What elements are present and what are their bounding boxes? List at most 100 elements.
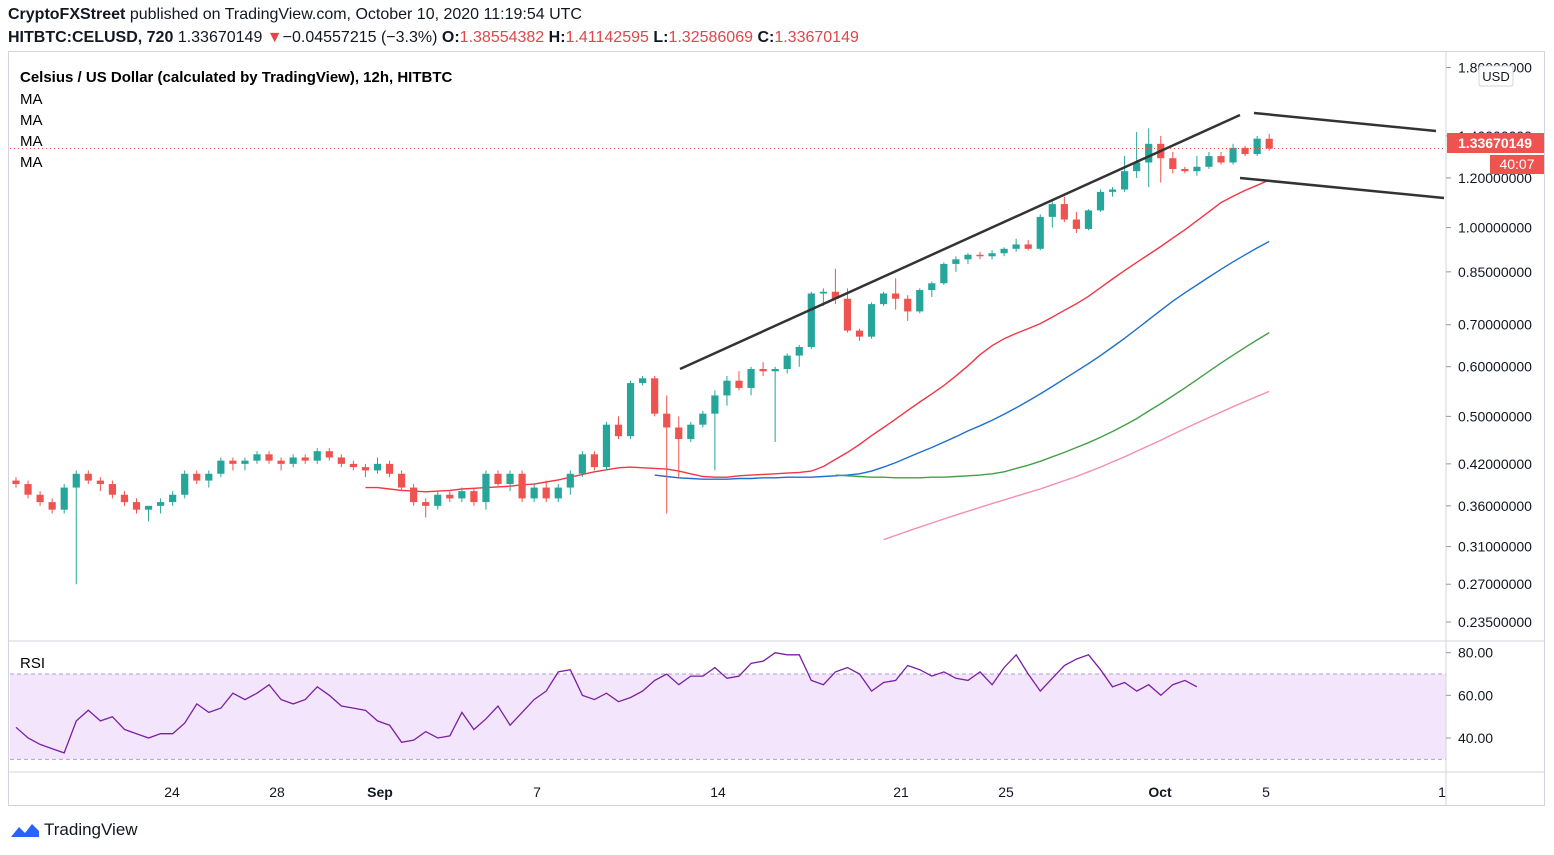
candle-body xyxy=(1096,191,1105,211)
candle-body xyxy=(819,291,827,294)
price-tick-label: 0.27000000 xyxy=(1458,576,1532,592)
candle-body xyxy=(880,293,888,305)
candle-body xyxy=(843,298,852,331)
candle-body xyxy=(904,298,912,312)
ma-line-4 xyxy=(883,390,1270,541)
candle-body xyxy=(1048,204,1056,217)
candle-body xyxy=(398,473,406,488)
candle-body xyxy=(241,460,249,464)
candle-body xyxy=(1072,219,1080,229)
candle-body xyxy=(1121,171,1129,190)
candle-body xyxy=(952,259,960,264)
candle-body xyxy=(590,454,598,468)
publisher-name[interactable]: CryptoFXStreet xyxy=(8,6,126,23)
open-value: 1.38554382 xyxy=(459,29,545,46)
flag-lower-trendline xyxy=(1239,176,1445,200)
candle-body xyxy=(253,454,261,461)
last-price-badge xyxy=(1447,133,1544,153)
candle-body xyxy=(651,378,659,414)
rsi-band xyxy=(10,674,1446,760)
tradingview-brand[interactable]: TradingView xyxy=(10,820,138,840)
candle-body xyxy=(554,487,562,499)
publish-info: CryptoFXStreet published on TradingView.… xyxy=(8,6,582,24)
candle-body xyxy=(217,460,225,474)
candle-body xyxy=(566,473,574,488)
countdown-badge xyxy=(1490,155,1544,174)
rsi-label: RSI xyxy=(20,655,45,672)
candle-body xyxy=(928,283,936,291)
last-price-badge-text: 1.33670149 xyxy=(1458,135,1532,151)
candle-body xyxy=(120,494,129,503)
candle-body xyxy=(699,413,707,425)
last-price: 1.33670149 xyxy=(177,29,263,46)
candle-body xyxy=(132,502,141,510)
candle-body xyxy=(626,383,635,437)
candle-body xyxy=(169,494,177,503)
price-tick-label: 0.31000000 xyxy=(1458,539,1532,555)
candle-body xyxy=(988,253,996,257)
candle-body xyxy=(1241,147,1249,155)
symbol-label: HITBTC:CELUSD, 720 xyxy=(8,29,174,46)
candle-body xyxy=(84,473,92,481)
low-value: 1.32586069 xyxy=(668,29,753,46)
ma-legend-1: MA xyxy=(20,91,43,108)
time-tick-label: 25 xyxy=(998,784,1014,800)
ma-line-3 xyxy=(835,332,1270,479)
candle-body xyxy=(422,502,430,506)
candle-body xyxy=(349,463,357,468)
candle-body xyxy=(831,291,839,299)
candle-body xyxy=(807,293,815,348)
candle-body xyxy=(1253,138,1261,155)
price-tick-label: 0.70000000 xyxy=(1458,317,1532,333)
flag-upper-trendline xyxy=(1253,111,1437,133)
candle-body xyxy=(1060,204,1068,220)
ma-line-2 xyxy=(654,240,1270,480)
candle-body xyxy=(72,473,80,488)
candle-body xyxy=(711,395,719,414)
candle-body xyxy=(1000,248,1008,254)
close-value: 1.33670149 xyxy=(774,29,859,46)
candle-body xyxy=(108,484,116,495)
chart-frame xyxy=(8,51,1545,806)
candle-body xyxy=(1217,156,1225,163)
candle-body xyxy=(506,473,514,485)
time-tick-label: Sep xyxy=(367,784,393,800)
candle-body xyxy=(663,413,671,428)
candle-body xyxy=(24,484,32,495)
candle-body xyxy=(675,427,683,440)
high-value: 1.41142595 xyxy=(565,29,649,46)
time-tick-label: 28 xyxy=(269,784,285,800)
candle-body xyxy=(229,460,237,464)
candle-body xyxy=(771,368,779,372)
candle-body xyxy=(277,460,285,464)
candle-body xyxy=(1193,166,1201,172)
price-tick-label: 1.00000000 xyxy=(1458,220,1532,236)
candle-body xyxy=(1036,216,1044,249)
candle-body xyxy=(410,487,418,503)
countdown-badge-text: 40:07 xyxy=(1499,156,1534,172)
price-tick-label: 0.50000000 xyxy=(1458,408,1532,424)
currency-box[interactable] xyxy=(1478,65,1514,87)
time-tick-label: 24 xyxy=(164,784,180,800)
high-label: H: xyxy=(548,29,566,46)
rsi-tick-label: 40.00 xyxy=(1458,730,1493,746)
candle-body xyxy=(470,491,478,503)
tradingview-logo-icon xyxy=(11,824,39,837)
candle-body xyxy=(12,480,20,485)
ohlc-line: HITBTC:CELUSD, 720 1.33670149 ▼−0.045572… xyxy=(8,29,859,47)
time-tick-label: Oct xyxy=(1148,784,1172,800)
candle-body xyxy=(60,487,68,510)
candle-body xyxy=(1145,143,1153,163)
ma-legend-4: MA xyxy=(20,154,43,171)
candle-body xyxy=(193,473,201,481)
candle-body xyxy=(96,480,104,485)
candle-body xyxy=(48,502,56,510)
candle-body xyxy=(1205,156,1213,167)
candle-body xyxy=(313,451,321,461)
price-tick-label: 0.42000000 xyxy=(1458,456,1532,472)
candle-body xyxy=(458,491,466,499)
time-tick-label: 21 xyxy=(893,784,909,800)
candle-body xyxy=(940,263,948,284)
candle-body xyxy=(144,505,153,510)
